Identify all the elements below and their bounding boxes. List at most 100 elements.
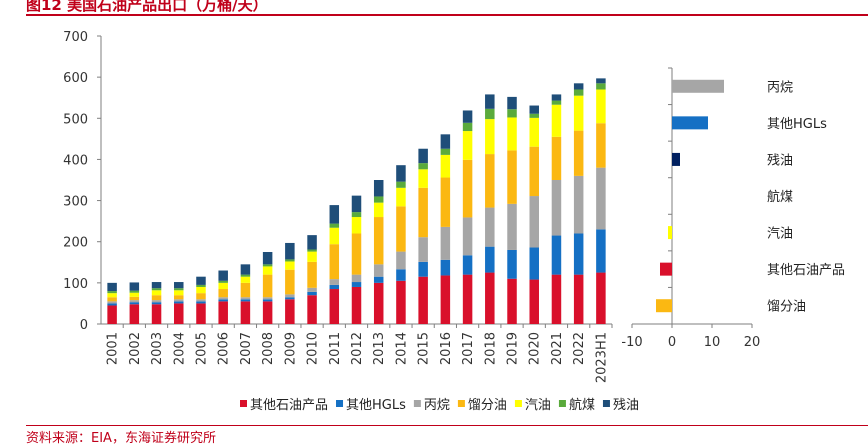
bar-segment (418, 148, 428, 164)
bar-segment (596, 89, 606, 124)
bar-segment (351, 212, 362, 218)
bar-segment (151, 290, 162, 296)
bar-segment (329, 227, 340, 245)
legend-swatch (602, 400, 610, 407)
bar-segment (351, 274, 362, 283)
legend-swatch (413, 400, 421, 407)
change-bar (672, 116, 708, 130)
bar-segment (440, 259, 451, 276)
bar-segment (529, 113, 539, 118)
y-tick-label: 400 (63, 153, 88, 168)
bar-segment (373, 202, 384, 218)
bar-segment (462, 110, 473, 123)
bar-segment (240, 282, 251, 298)
change-category-label: 其他石油产品 (767, 263, 845, 278)
bar-segment (174, 303, 184, 324)
bar-segment (507, 249, 517, 279)
source-rule (26, 425, 868, 427)
bar-segment (285, 294, 295, 298)
bar-segment (373, 264, 384, 277)
x-tick-label: 2001 (106, 332, 121, 365)
bar-segment (485, 119, 495, 155)
bar-segment (551, 274, 562, 324)
bar-segment (262, 266, 273, 275)
bar-segment (151, 302, 162, 305)
bar-segment (196, 286, 206, 294)
bar-segment (551, 136, 562, 180)
bar-segment (129, 300, 140, 303)
bar-segment (551, 104, 562, 137)
bar-segment (373, 217, 384, 265)
title-rule (26, 14, 868, 16)
x-tick-label: 2005 (194, 332, 209, 365)
bar-segment (351, 282, 362, 287)
x-tick-label: 2010 (306, 332, 321, 365)
bar-segment (573, 89, 584, 96)
bar-segment (418, 276, 428, 324)
bar-segment (285, 242, 295, 260)
bar-segment (529, 146, 539, 197)
bar-segment (373, 180, 384, 197)
legend-label: 其他石油产品 (250, 398, 328, 413)
bar-segment (573, 274, 584, 324)
bar-segment (307, 251, 317, 262)
x-tick-label: 2008 (261, 332, 276, 365)
bar-segment (529, 247, 539, 280)
bar-segment (174, 290, 184, 296)
y-tick-label: 700 (63, 30, 88, 45)
bar-segment (307, 261, 317, 288)
x-tick-label: 2017 (461, 332, 476, 365)
bar-segment (329, 223, 340, 228)
x-tick-label: 2022 (572, 332, 587, 365)
bar-segment (285, 299, 295, 324)
bar-segment (485, 207, 495, 247)
bar-segment (307, 291, 317, 296)
bar-segment (596, 272, 606, 324)
bar-segment (440, 226, 451, 260)
bar-segment (551, 180, 562, 236)
bar-segment (329, 205, 340, 224)
bar-segment (462, 159, 473, 218)
x-tick-label: 2018 (483, 332, 498, 365)
legend-label: 丙烷 (424, 398, 450, 413)
y-tick-label: 200 (63, 236, 88, 251)
bar-segment (596, 167, 606, 230)
chart-title: 图12 美国石油产品出口（万桶/天） (26, 0, 268, 14)
bar-segment (151, 304, 162, 324)
bar-segment (485, 246, 495, 273)
change-category-label: 汽油 (767, 227, 793, 242)
bar-segment (307, 287, 317, 292)
bar-segment (418, 261, 428, 277)
bar-segment (351, 233, 362, 275)
bar-segment (507, 150, 517, 204)
bar-segment (485, 94, 495, 109)
bar-segment (418, 169, 428, 188)
x-tick-label: 2002 (128, 332, 143, 365)
bar-segment (573, 95, 584, 131)
stacked-bar-chart: 0 100 200 300 400 500 600 700 2001 2002 2003 2004 20… (63, 30, 613, 383)
bar-segment (262, 252, 273, 265)
bar-segment (507, 117, 517, 151)
bar-segment (485, 108, 495, 120)
x-tick-label: 2013 (372, 332, 387, 365)
bar-segment (285, 297, 295, 300)
x-tick-label: 2019 (506, 332, 521, 365)
bar-segment (307, 235, 317, 250)
change-bar (672, 152, 680, 166)
change-category-label: 其他HGLs (767, 117, 827, 132)
bar-segment (485, 272, 495, 324)
bar-segment (218, 299, 228, 302)
bar-segment (507, 96, 517, 110)
bar-segment (529, 196, 539, 248)
bar-segment (262, 301, 273, 324)
bar-segment (129, 302, 140, 305)
bar-segment (507, 203, 517, 250)
side-x-tick-label: 0 (668, 335, 676, 350)
bar-segment (307, 295, 317, 324)
bar-segment (573, 175, 584, 234)
bar-segment (529, 279, 539, 324)
bar-segment (440, 275, 451, 324)
bar-segment (285, 269, 295, 295)
bar-segment (240, 297, 251, 300)
